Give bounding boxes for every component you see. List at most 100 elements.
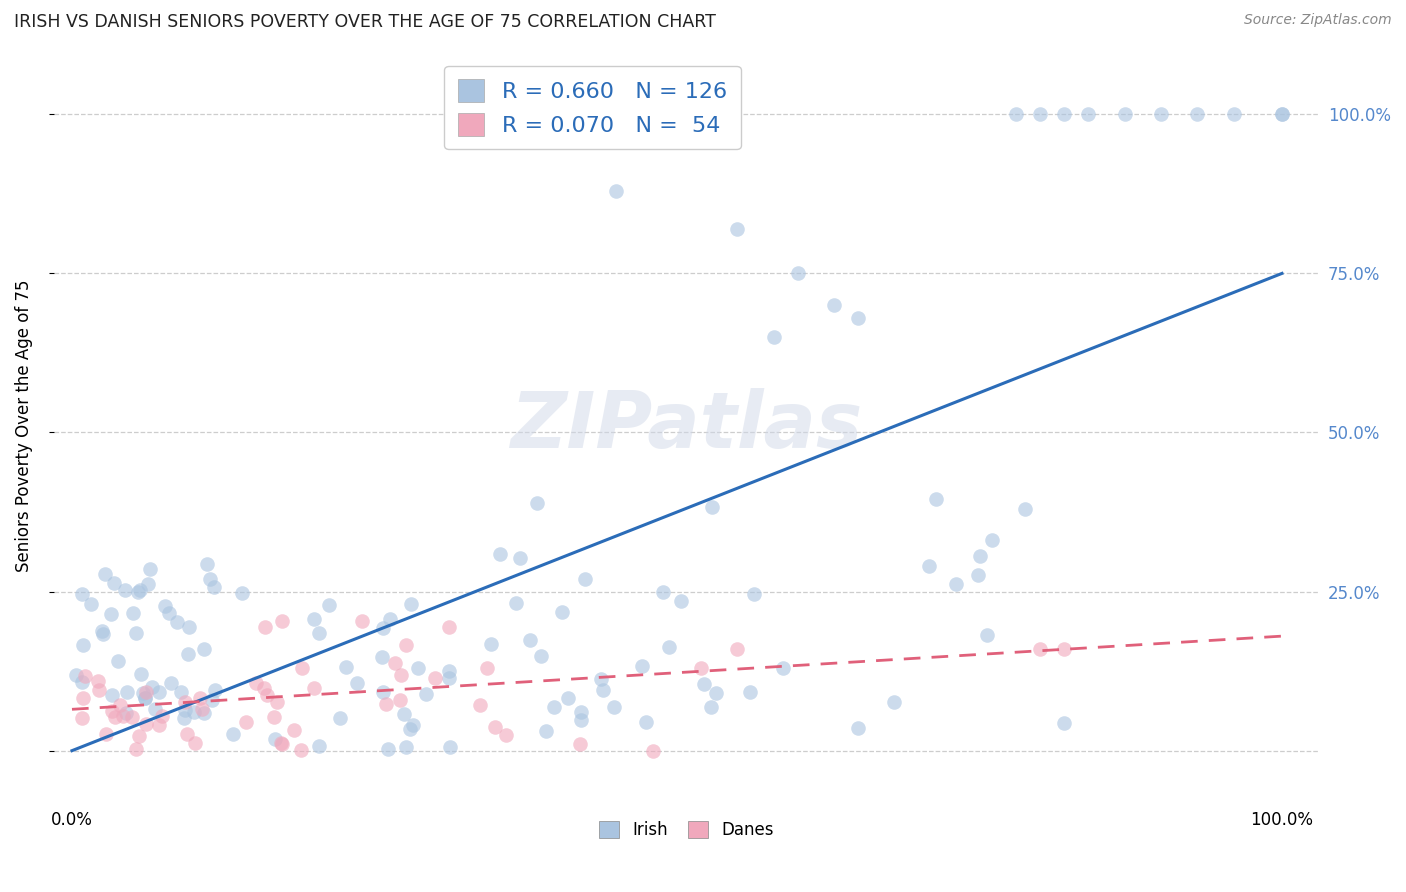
Point xyxy=(918,558,941,573)
Point xyxy=(437,620,460,634)
Point xyxy=(505,596,527,610)
Point xyxy=(72,638,94,652)
Point xyxy=(87,673,110,688)
Point xyxy=(202,580,225,594)
Point xyxy=(290,743,312,757)
Point xyxy=(166,615,188,629)
Point xyxy=(141,681,163,695)
Point xyxy=(699,699,721,714)
Point xyxy=(848,722,870,736)
Point xyxy=(271,737,294,751)
Point xyxy=(630,658,652,673)
Point xyxy=(569,737,592,751)
Point xyxy=(1187,107,1209,121)
Point xyxy=(509,550,531,565)
Point xyxy=(231,586,253,600)
Point xyxy=(335,660,357,674)
Point xyxy=(591,672,613,686)
Point xyxy=(127,585,149,599)
Point xyxy=(124,625,146,640)
Point xyxy=(380,611,402,625)
Point xyxy=(253,620,276,634)
Point xyxy=(439,739,461,754)
Point xyxy=(350,614,373,628)
Point xyxy=(605,184,627,198)
Point xyxy=(121,710,143,724)
Point xyxy=(574,572,596,586)
Point xyxy=(1114,107,1136,121)
Point xyxy=(704,686,727,700)
Point xyxy=(479,637,502,651)
Point xyxy=(188,691,211,706)
Point xyxy=(693,677,716,691)
Point xyxy=(945,577,967,591)
Point xyxy=(193,706,215,721)
Point xyxy=(148,685,170,699)
Point xyxy=(143,702,166,716)
Point xyxy=(125,742,148,756)
Point xyxy=(115,706,138,721)
Point xyxy=(183,705,205,719)
Point xyxy=(519,632,541,647)
Point xyxy=(65,668,87,682)
Text: Source: ZipAtlas.com: Source: ZipAtlas.com xyxy=(1244,13,1392,28)
Point xyxy=(263,710,285,724)
Point xyxy=(526,495,548,509)
Point xyxy=(468,698,491,712)
Point xyxy=(389,668,412,682)
Point xyxy=(377,742,399,756)
Point xyxy=(100,607,122,621)
Point xyxy=(495,728,517,742)
Point xyxy=(201,693,224,707)
Point xyxy=(101,704,124,718)
Point xyxy=(263,732,285,747)
Point xyxy=(204,683,226,698)
Point xyxy=(484,720,506,734)
Point xyxy=(1029,107,1052,121)
Legend: Irish, Danes: Irish, Danes xyxy=(592,814,780,846)
Point xyxy=(437,664,460,678)
Point xyxy=(245,676,267,690)
Point xyxy=(139,562,162,576)
Point xyxy=(1271,107,1294,121)
Point xyxy=(90,624,112,639)
Point xyxy=(135,716,157,731)
Point xyxy=(1077,107,1099,121)
Point xyxy=(641,744,664,758)
Point xyxy=(96,727,118,741)
Point xyxy=(534,724,557,739)
Point xyxy=(184,735,207,749)
Point xyxy=(134,690,156,705)
Point xyxy=(266,695,288,709)
Point xyxy=(651,585,673,599)
Point xyxy=(848,310,870,325)
Point xyxy=(690,661,713,675)
Point xyxy=(1053,641,1076,656)
Point xyxy=(107,654,129,668)
Point xyxy=(738,685,761,699)
Point xyxy=(700,500,723,514)
Point xyxy=(70,711,93,725)
Point xyxy=(742,587,765,601)
Point xyxy=(1271,107,1294,121)
Point xyxy=(176,727,198,741)
Point xyxy=(437,671,460,685)
Point xyxy=(787,267,810,281)
Point xyxy=(423,671,446,685)
Point xyxy=(384,656,406,670)
Point xyxy=(114,583,136,598)
Point xyxy=(543,700,565,714)
Point xyxy=(148,718,170,732)
Point xyxy=(104,709,127,723)
Point xyxy=(150,709,173,723)
Point xyxy=(329,711,352,725)
Point xyxy=(128,729,150,743)
Point xyxy=(110,698,132,712)
Point xyxy=(1004,107,1026,121)
Point xyxy=(772,661,794,675)
Point xyxy=(981,533,1004,547)
Point xyxy=(308,626,330,640)
Point xyxy=(634,714,657,729)
Point xyxy=(191,702,214,716)
Point xyxy=(658,640,681,655)
